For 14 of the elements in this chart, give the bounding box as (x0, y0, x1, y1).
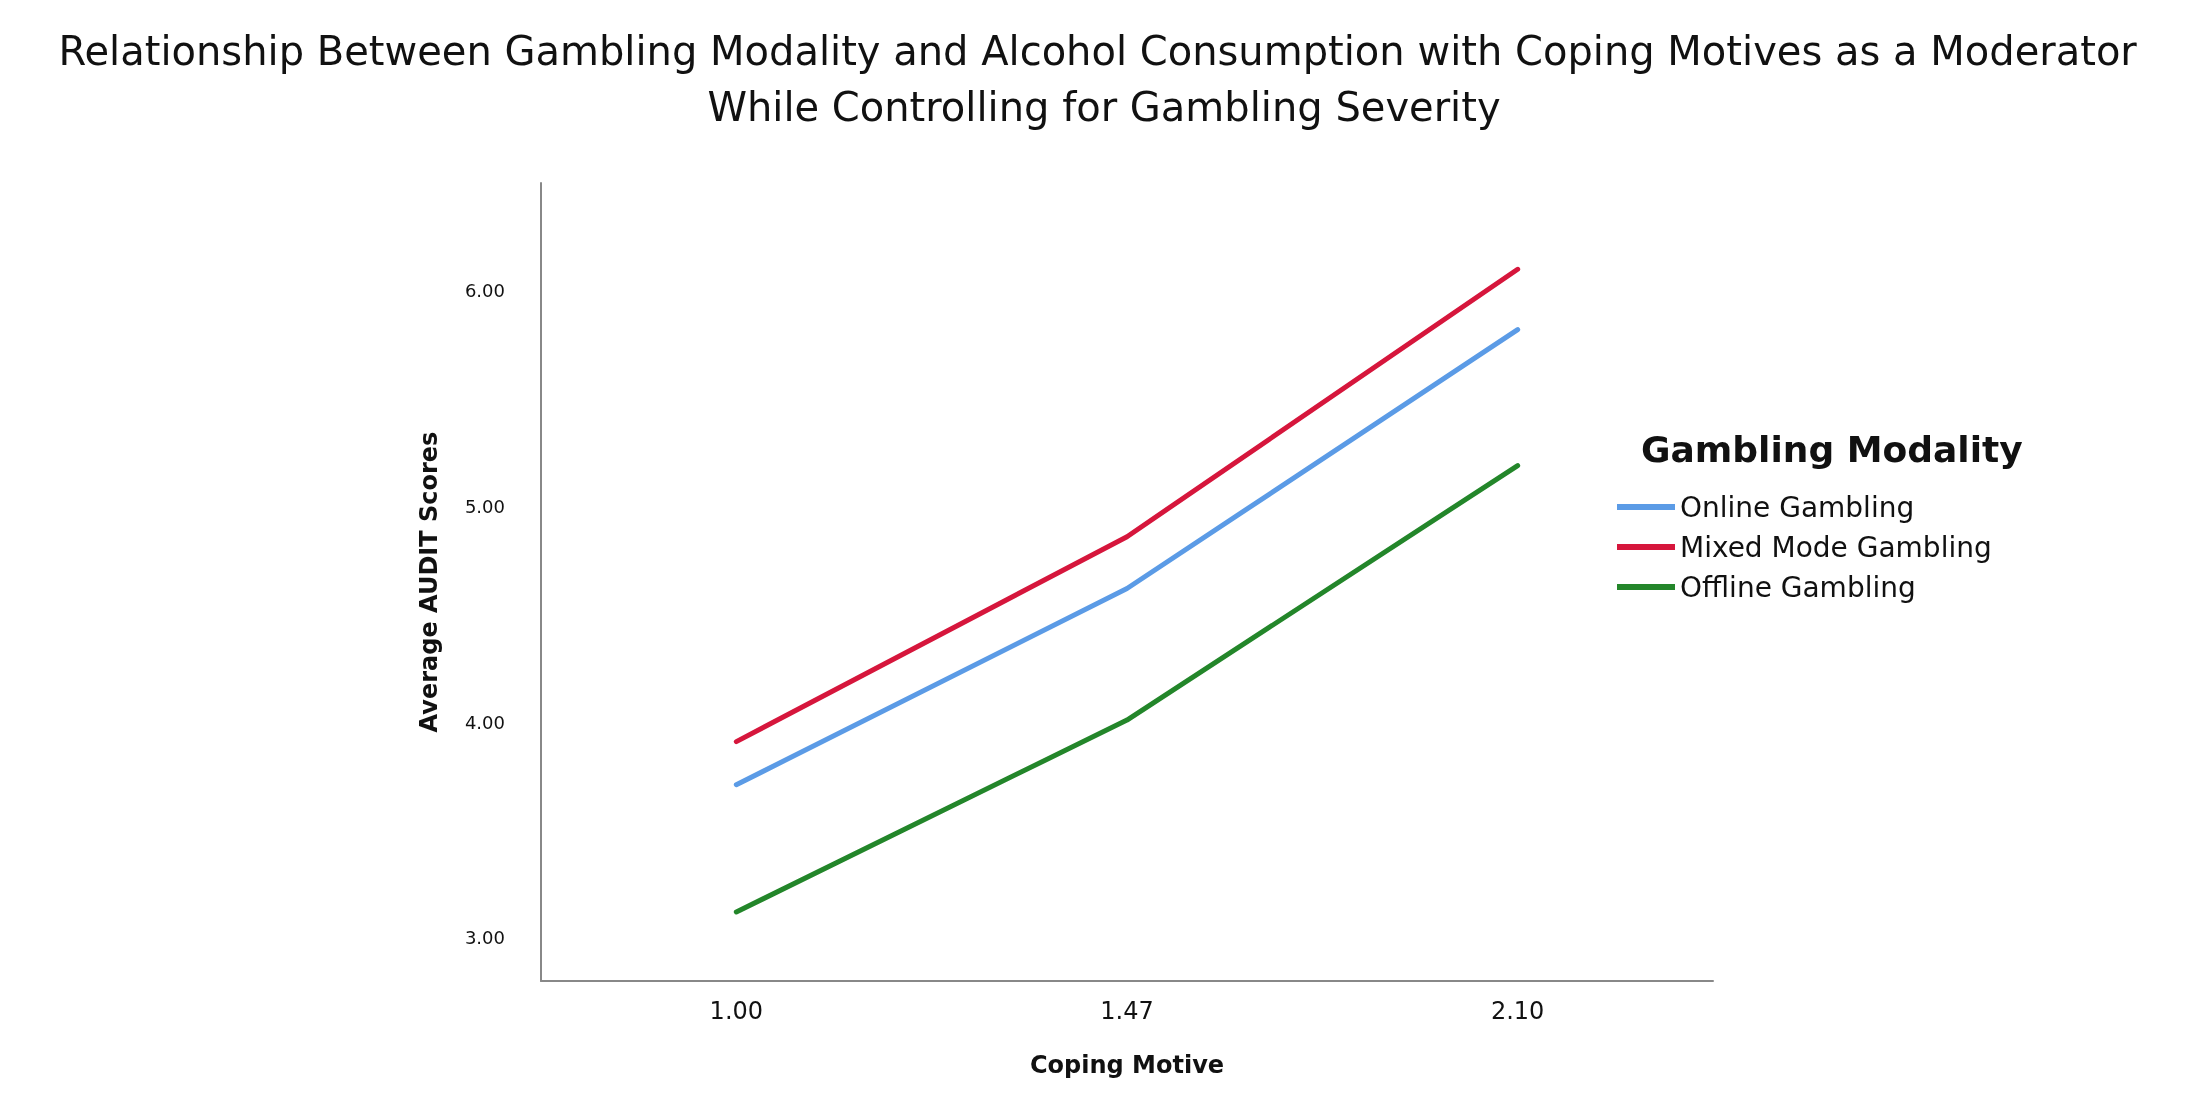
legend-label: Mixed Mode Gambling (1680, 530, 1992, 564)
chart-title: Relationship Between Gambling Modality and Alcohol Consumption with Coping Motives as a Moderator While Controlling for Gambling Severity (58, 28, 2150, 130)
legend-label: Online Gambling (1680, 490, 1915, 524)
x-tick-label: 2.10 (1490, 997, 1545, 1025)
y-tick-label: 6.00 (464, 280, 505, 302)
x-tick-label: 1.00 (709, 997, 764, 1025)
y-tick-label: 5.00 (464, 496, 505, 518)
y-tick-label: 3.00 (464, 927, 505, 949)
legend-label: Offline Gambling (1680, 570, 1916, 604)
y-tick-label: 4.00 (464, 711, 505, 733)
x-tick-label: 1.47 (1100, 997, 1154, 1025)
x-axis-title: Coping Motive (1029, 1051, 1225, 1079)
legend-title: Gambling Modality (1641, 428, 2023, 470)
y-axis-title: Average AUDIT Scores (415, 431, 443, 733)
